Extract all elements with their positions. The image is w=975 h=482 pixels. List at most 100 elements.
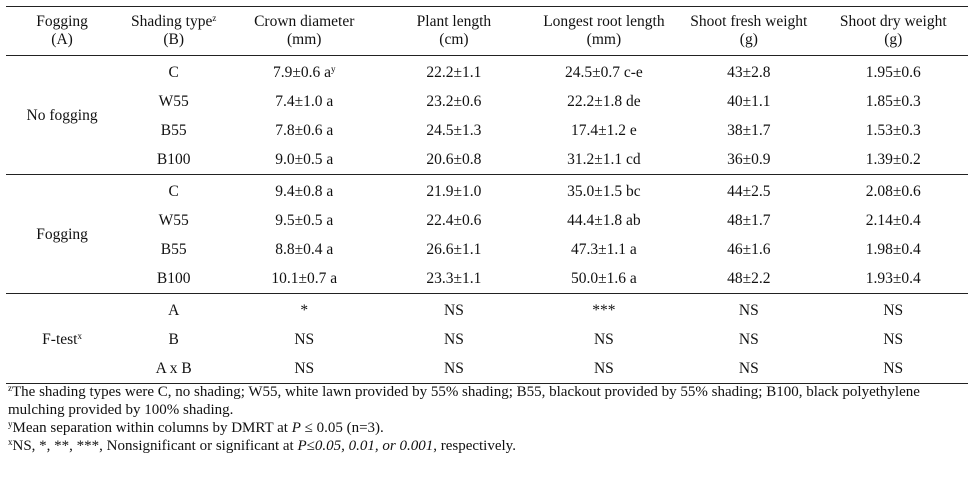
cell-crown-diameter: 7.4±1.0 a <box>275 92 334 110</box>
cell-fresh-weight: 43±2.8 <box>727 63 771 81</box>
header-shoot-dry-weight: Shoot dry weight (g) <box>818 6 968 56</box>
table-row: W55 7.4±1.0 a 23.2±0.6 22.2±1.8 de 40±1.… <box>6 87 968 116</box>
cell-crown-diameter: 9.4±0.8 a <box>275 182 334 200</box>
header-fogging-title: Fogging <box>36 13 88 30</box>
cell-shading-type: A <box>168 301 180 319</box>
table-row: B55 8.8±0.4 a 26.6±1.1 47.3±1.1 a 46±1.6… <box>6 235 968 264</box>
group-label-f-test: F-testx <box>6 293 119 384</box>
footnote-z-text: The shading types were C, no shading; W5… <box>8 384 920 418</box>
cell-root-length: 31.2±1.1 cd <box>528 145 680 175</box>
header-shoot-fresh-weight: Shoot fresh weight (g) <box>679 6 819 56</box>
cell-fresh-weight: NS <box>738 301 759 319</box>
cell-root-length: 44.4±1.8 ab <box>567 211 641 229</box>
results-table: Fogging (A) Shading typez (B) Crown diam… <box>6 6 968 384</box>
cell-crown-diameter: 7.8±0.6 a <box>275 121 334 139</box>
cell-shading-type: B100 <box>118 264 230 294</box>
cell-plant-length: 21.9±1.0 <box>426 182 482 200</box>
table-row: No fogging C 7.9±0.6 ay 22.2±1.1 24.5±0.… <box>6 55 968 175</box>
cell-fresh-weight: 48±1.7 <box>727 211 771 229</box>
cell-crown-diameter: NS <box>229 354 380 384</box>
footnote-x-text-end: , respectively. <box>433 438 516 454</box>
header-shading-type: Shading typez (B) <box>118 6 230 56</box>
cell-plant-length: 24.5±1.3 <box>426 121 482 139</box>
table-row: B55 7.8±0.6 a 24.5±1.3 17.4±1.2 e 38±1.7… <box>6 116 968 145</box>
header-crown-title: Crown diameter <box>254 13 355 30</box>
cell-dry-weight: 2.14±0.4 <box>865 211 921 229</box>
cell-plant-length: NS <box>444 301 464 319</box>
cell-shading-type: C <box>168 63 179 81</box>
cell-fresh-weight: NS <box>738 330 759 348</box>
header-plant-unit: (cm) <box>439 31 469 48</box>
cell-shading-type: B55 <box>160 121 187 139</box>
cell-crown-diameter: NS <box>294 330 315 348</box>
footnote-y-mark: y <box>8 419 13 429</box>
cell-root-length: 17.4±1.2 e <box>571 121 637 139</box>
footnote-x-text: NS, *, **, ***, Nonsignificant or signif… <box>12 438 298 454</box>
cell-root-length: *** <box>592 301 616 319</box>
header-fresh-unit: (g) <box>739 31 758 48</box>
cell-shading-type: A x B <box>118 354 230 384</box>
cell-root-length: 47.3±1.1 a <box>571 240 637 258</box>
table-row: A x B NS NS NS NS NS <box>6 354 968 384</box>
table-row: Fogging C 9.4±0.8 a 21.9±1.0 35.0±1.5 bc… <box>6 174 968 294</box>
cell-dry-weight: 1.93±0.4 <box>818 264 968 294</box>
cell-plant-length: 22.2±1.1 <box>426 63 482 81</box>
cell-dry-weight: 1.53±0.3 <box>865 121 921 139</box>
cell-fresh-weight: 44±2.5 <box>727 182 771 200</box>
footnote-y: yMean separation within columns by DMRT … <box>8 419 968 437</box>
cell-shading-type: W55 <box>158 92 189 110</box>
cell-crown-diameter: 9.0±0.5 a <box>229 145 380 175</box>
cell-shading-type: W55 <box>158 211 189 229</box>
cell-shading-type: B <box>168 330 179 348</box>
cell-root-length: NS <box>528 354 680 384</box>
header-root-unit: (mm) <box>586 31 622 48</box>
cell-root-length: NS <box>593 330 614 348</box>
header-plant-length: Plant length (cm) <box>379 6 529 56</box>
header-crown-diameter: Crown diameter (mm) <box>229 6 380 56</box>
header-fresh-title: Shoot fresh weight <box>690 13 808 30</box>
cell-shading-type: C <box>168 182 179 200</box>
cell-root-length: 24.5±0.7 c-e <box>564 63 643 81</box>
cell-crown-diameter: 9.5±0.5 a <box>275 211 334 229</box>
cell-plant-length: 23.2±0.6 <box>426 92 482 110</box>
footnote-z-mark: z <box>8 383 12 393</box>
footnote-z: zThe shading types were C, no shading; W… <box>8 383 968 419</box>
group-label-f-test-text: F-test <box>42 330 78 348</box>
cell-root-length: 35.0±1.5 bc <box>567 182 641 200</box>
cell-plant-length: 20.6±0.8 <box>379 145 529 175</box>
header-plant-title: Plant length <box>416 13 492 30</box>
table-header-row: Fogging (A) Shading typez (B) Crown diam… <box>6 6 968 56</box>
header-dry-unit: (g) <box>884 31 903 48</box>
group-label-fogging: Fogging <box>6 174 119 294</box>
cell-fresh-weight: NS <box>679 354 819 384</box>
cell-fresh-weight: 40±1.1 <box>727 92 771 110</box>
cell-fresh-weight: 36±0.9 <box>679 145 819 175</box>
cell-dry-weight: 1.98±0.4 <box>865 240 921 258</box>
header-shading-footnote-mark: z <box>212 13 217 23</box>
cell-shading-type: B55 <box>160 240 187 258</box>
table-footnotes: zThe shading types were C, no shading; W… <box>8 383 968 455</box>
table-row: W55 9.5±0.5 a 22.4±0.6 44.4±1.8 ab 48±1.… <box>6 206 968 235</box>
cell-crown-diameter: 8.8±0.4 a <box>275 240 334 258</box>
header-crown-unit: (mm) <box>287 31 322 48</box>
header-dry-title: Shoot dry weight <box>839 13 947 30</box>
cell-plant-length: NS <box>444 330 464 348</box>
cell-dry-weight: NS <box>883 301 904 319</box>
footnote-x-mark: x <box>8 437 13 447</box>
cell-fresh-weight: 38±1.7 <box>727 121 771 139</box>
header-root-title: Longest root length <box>543 13 665 30</box>
cell-plant-length: 22.4±0.6 <box>426 211 482 229</box>
cell-dry-weight: 1.39±0.2 <box>818 145 968 175</box>
cell-crown-diameter: 7.9±0.6 ay <box>229 56 379 88</box>
cell-crown-value: 7.9±0.6 a <box>272 63 331 81</box>
cell-plant-length: 26.6±1.1 <box>426 240 482 258</box>
cell-dry-weight: 1.95±0.6 <box>865 63 921 81</box>
table-row: B NS NS NS NS NS <box>6 325 968 354</box>
cell-footnote-mark: y <box>330 63 336 74</box>
table-row: F-testx A * NS *** NS NS <box>6 293 968 384</box>
header-fogging: Fogging (A) <box>6 6 119 56</box>
cell-fresh-weight: 46±1.6 <box>727 240 771 258</box>
cell-dry-weight: 2.08±0.6 <box>865 182 921 200</box>
f-test-footnote-mark: x <box>77 330 82 341</box>
